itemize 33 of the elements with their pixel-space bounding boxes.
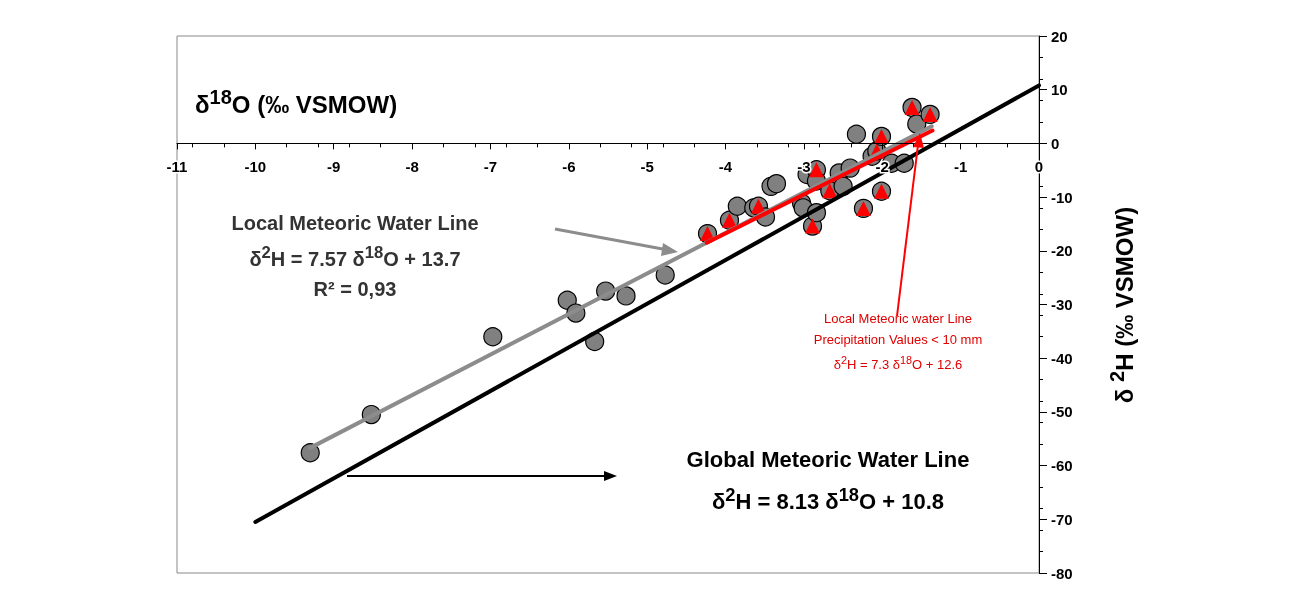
- y-tick-label: -20: [1051, 242, 1073, 260]
- point: [557, 290, 577, 310]
- y-tick-label: -30: [1051, 296, 1073, 313]
- y-tick-label: -10: [1051, 188, 1073, 206]
- x-tick-label: -3: [797, 158, 811, 176]
- x-tick-label: -11: [166, 158, 188, 176]
- y-tick-label: -70: [1051, 510, 1073, 528]
- point: [846, 124, 867, 144]
- point: [766, 174, 787, 194]
- point: [727, 196, 747, 216]
- y-tick-label: -40: [1051, 349, 1073, 367]
- x-tick-label: -6: [562, 158, 576, 176]
- y-tick-label: 0: [1051, 134, 1060, 152]
- annotation: Global Meteoric Water Line δ$^{2}$H = 8.13 δ$^{18}$O + 10.8: [686, 446, 970, 517]
- x-tick-label: -4: [718, 158, 733, 176]
- annotation: Local Meteoric Water Line δ$^{2}$H = 7.57 δ$^{18}$O + 13.7 R² = 0,93: [231, 211, 479, 302]
- x-axis-title: δ$^{18}$O (‰ VSMOW): [195, 86, 398, 119]
- x-tick-label: -8: [405, 158, 419, 176]
- y-tick-label: -80: [1051, 564, 1073, 582]
- x-tick-label: -10: [244, 158, 267, 176]
- point: [483, 327, 503, 347]
- x-tick-label: -7: [483, 158, 498, 176]
- x-tick-label: -5: [640, 158, 654, 176]
- point: [616, 286, 636, 306]
- y-tick-label: 10: [1051, 81, 1068, 99]
- point: [300, 443, 320, 463]
- y-tick-label: -50: [1051, 403, 1073, 421]
- x-tick-label: -1: [953, 158, 968, 176]
- x-tick-label: -9: [327, 158, 341, 176]
- point: [655, 265, 675, 285]
- annotation: Local Meteoric water Line Precipitation Values < 10 mm δ$^{2}$H = 7.3 δ$^{18}$O + 12.6: [813, 310, 983, 375]
- y-tick-label: 20: [1051, 27, 1068, 45]
- y-tick-label: -60: [1051, 457, 1073, 475]
